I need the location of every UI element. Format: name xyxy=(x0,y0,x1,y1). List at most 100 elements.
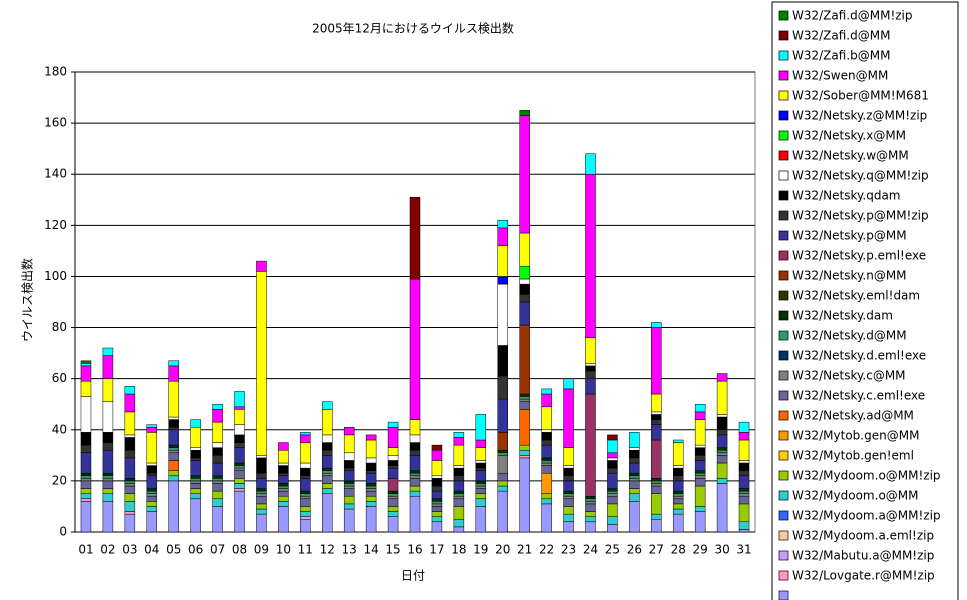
bar-segment xyxy=(519,324,530,395)
bar-segment xyxy=(585,498,596,502)
bar-segment xyxy=(365,434,377,441)
bar-segment xyxy=(585,337,596,364)
bar-segment xyxy=(651,393,662,413)
bar-segment xyxy=(738,421,750,433)
bar-segment xyxy=(475,498,487,507)
y-tick-label: 20 xyxy=(52,473,67,487)
bar-segment xyxy=(365,457,377,464)
legend-label: W32/Netsky.p.eml!exe xyxy=(792,249,926,263)
bar-segment xyxy=(563,465,574,469)
bar-segment xyxy=(672,439,684,443)
bar-segment xyxy=(322,434,333,443)
bar-segment xyxy=(212,409,223,423)
legend-label: W32/Netsky.eml!dam xyxy=(792,289,920,303)
bar-segment xyxy=(672,442,684,466)
bar-segment xyxy=(738,488,750,492)
bar-segment xyxy=(212,490,223,500)
bar-segment xyxy=(387,506,399,512)
bar-segment xyxy=(80,452,92,474)
x-tick-label: 02 xyxy=(100,543,115,557)
bar-segment xyxy=(168,426,179,431)
bar-segment xyxy=(322,449,333,456)
bar-segment xyxy=(256,455,267,459)
bar-segment xyxy=(124,437,136,451)
bar-segment xyxy=(519,294,530,303)
bar-segment xyxy=(409,449,421,456)
bar-segment xyxy=(124,434,136,438)
bar-segment xyxy=(475,460,487,464)
bar-segment xyxy=(607,524,618,533)
bar-segment xyxy=(541,465,552,474)
bar-segment xyxy=(541,406,552,431)
bar-segment xyxy=(409,475,421,479)
x-tick-label: 13 xyxy=(342,543,357,557)
bar-segment xyxy=(387,511,399,517)
bar-segment xyxy=(475,470,487,482)
bar-segment xyxy=(563,467,574,477)
legend-label: W32/Mydoom.o@MM xyxy=(792,489,919,503)
bar-segment xyxy=(212,442,223,448)
bar-segment xyxy=(431,521,443,533)
bar-segment xyxy=(278,475,289,484)
bar-segment xyxy=(190,483,201,489)
bar-segment xyxy=(585,173,596,339)
bar-segment xyxy=(124,449,136,459)
bar-segment xyxy=(322,472,333,477)
bar-segment xyxy=(694,506,706,512)
bar-segment xyxy=(694,403,706,413)
legend-label: W32/Netsky.x@MM xyxy=(792,129,906,143)
bar-segment xyxy=(607,439,618,454)
legend-label: W32/Netsky.ad@MM xyxy=(792,409,914,423)
bar-segment xyxy=(409,196,421,280)
x-tick-label: 14 xyxy=(363,543,378,557)
legend-label: W32/Netsky.c.eml!exe xyxy=(792,389,925,403)
bar-segment xyxy=(190,426,201,448)
bar-segment xyxy=(651,327,662,395)
legend-swatch xyxy=(778,10,789,21)
bar-segment xyxy=(168,480,179,533)
legend-label: W32/Zafi.b@MM xyxy=(792,49,890,63)
bar-segment xyxy=(629,480,640,489)
bar-segment xyxy=(322,493,333,533)
bar-segment xyxy=(738,470,750,477)
bar-segment xyxy=(256,513,267,533)
bar-segment xyxy=(585,521,596,533)
bar-segment xyxy=(387,460,399,466)
bar-segment xyxy=(694,444,706,448)
bar-segment xyxy=(322,467,333,471)
bar-segment xyxy=(453,490,465,494)
x-tick-label: 03 xyxy=(122,543,137,557)
bar-segment xyxy=(672,475,684,482)
bar-segment xyxy=(453,518,465,528)
bar-segment xyxy=(168,475,179,482)
legend-label: W32/Netsky.p@MM xyxy=(792,229,907,243)
y-tick-label: 100 xyxy=(44,269,67,283)
x-tick-label: 18 xyxy=(451,543,466,557)
bar-segment xyxy=(541,429,552,433)
bar-segment xyxy=(453,467,465,477)
bar-segment xyxy=(453,480,465,492)
bar-segment xyxy=(256,271,267,456)
bar-segment xyxy=(716,414,728,418)
bar-segment xyxy=(234,424,245,436)
bar-segment xyxy=(651,322,662,328)
x-axis-label: 日付 xyxy=(401,569,425,583)
bar-segment xyxy=(387,495,399,500)
legend-label: W32/Netsky.c@MM xyxy=(792,369,906,383)
bar-segment xyxy=(146,462,158,466)
bar-segment xyxy=(278,495,289,502)
bar-segment xyxy=(409,485,421,492)
x-tick-label: 05 xyxy=(166,543,181,557)
bar-segment xyxy=(563,513,574,523)
bar-segment xyxy=(343,434,355,454)
bar-segment xyxy=(234,391,245,408)
bar-segment xyxy=(387,490,399,494)
bar-segment xyxy=(716,478,728,484)
bar-segment xyxy=(541,462,552,466)
legend-label: W32/Mydoom.o@MM!zip xyxy=(792,469,941,483)
bar-segment xyxy=(190,419,201,428)
bar-segment xyxy=(629,478,640,482)
bar-segment xyxy=(278,472,289,477)
bar-segment xyxy=(409,495,421,533)
bar-segment xyxy=(168,365,179,382)
